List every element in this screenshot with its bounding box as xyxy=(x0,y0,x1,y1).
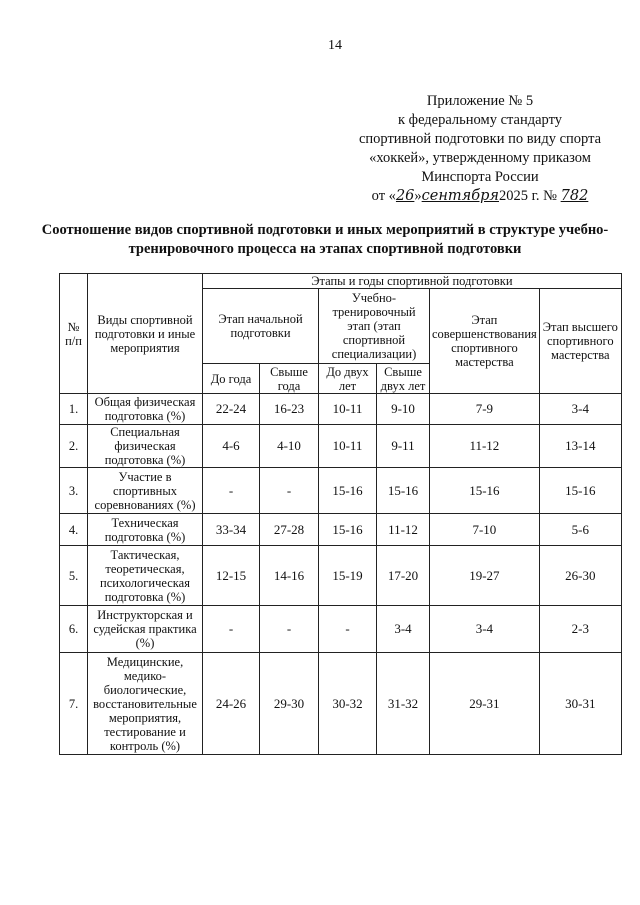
table-row: 6. Инструкторская и судейская практика (%… xyxy=(59,605,622,653)
row-value: 10-11 xyxy=(318,424,377,468)
row-kind: Общая физическая подготовка (%) xyxy=(87,393,203,425)
table-row: 3. Участие в спортивных соревнованиях (%)… xyxy=(59,467,622,514)
row-value: - xyxy=(259,467,319,514)
appendix-header: Приложение № 5 к федеральному стандарту … xyxy=(330,92,630,206)
sub-up-to-two-years: До двух лет xyxy=(318,363,377,394)
row-number: 4. xyxy=(59,513,88,546)
row-value: 14-16 xyxy=(259,545,319,606)
row-value: 15-16 xyxy=(318,513,377,546)
row-value: 33-34 xyxy=(202,513,260,546)
row-value: 30-31 xyxy=(538,652,622,755)
sub-over-year: Свыше года xyxy=(259,363,319,394)
row-value: 15-16 xyxy=(538,467,622,514)
row-value: 11-12 xyxy=(429,424,540,468)
stage-training-header: Учебно-тренировочный этап (этап спортивн… xyxy=(318,288,430,364)
row-value: 30-32 xyxy=(318,652,377,755)
stages-header: Этапы и годы спортивной подготовки xyxy=(202,273,622,289)
row-kind: Специальная физическая подготовка (%) xyxy=(87,424,203,468)
table-row: 1. Общая физическая подготовка (%) 22-24 16… xyxy=(59,393,622,425)
stage-improvement-header: Этап совершенствования спортивного масте… xyxy=(429,288,540,394)
header-line: Минспорта России xyxy=(421,169,539,185)
handwritten-day: 26 xyxy=(395,188,415,204)
row-value: 7-10 xyxy=(429,513,540,546)
row-value: 3-4 xyxy=(538,393,622,425)
stage-highest-header: Этап высшего спортивного мастерства xyxy=(538,288,622,394)
date-prefix: от « xyxy=(371,188,396,204)
row-value: 10-11 xyxy=(318,393,377,425)
row-value: 4-10 xyxy=(259,424,319,468)
row-value: 9-10 xyxy=(376,393,430,425)
row-value: 15-19 xyxy=(318,545,377,606)
row-kind: Техническая подготовка (%) xyxy=(87,513,203,546)
row-value: 11-12 xyxy=(376,513,430,546)
row-number: 7. xyxy=(59,652,88,755)
row-value: - xyxy=(259,605,319,653)
row-value: 9-11 xyxy=(376,424,430,468)
row-number: 1. xyxy=(59,393,88,425)
stage-initial-header: Этап начальной подготовки xyxy=(202,288,319,364)
sub-over-two-years: Свыше двух лет xyxy=(376,363,430,394)
row-value: 31-32 xyxy=(376,652,430,755)
row-value: - xyxy=(318,605,377,653)
header-line: «хоккей», утвержденному приказом xyxy=(369,150,591,166)
handwritten-number: 782 xyxy=(560,188,589,204)
row-number: 6. xyxy=(59,605,88,653)
row-value: 19-27 xyxy=(429,545,540,606)
row-value: 26-30 xyxy=(538,545,622,606)
row-value: 3-4 xyxy=(429,605,540,653)
order-date-line: от «26»сентября2025 г. № 782 xyxy=(330,187,630,206)
row-number: 2. xyxy=(59,424,88,468)
year-text: 2025 г. № xyxy=(498,188,558,204)
col-number-header: № п/п xyxy=(59,273,88,394)
row-kind: Инструкторская и судейская практика (%) xyxy=(87,605,203,653)
handwritten-month: сентября xyxy=(421,188,499,204)
row-value: 29-30 xyxy=(259,652,319,755)
row-kind: Участие в спортивных соревнованиях (%) xyxy=(87,467,203,514)
row-value: 12-15 xyxy=(202,545,260,606)
header-line: спортивной подготовки по виду спорта xyxy=(358,131,602,147)
row-value: 16-23 xyxy=(259,393,319,425)
row-value: 24-26 xyxy=(202,652,260,755)
sub-up-to-year: До года xyxy=(202,363,260,394)
table-row: 7. Медицинские, медико-биологические, вос… xyxy=(59,652,622,755)
col-kind-header: Виды спортивной подготовки и иные меропр… xyxy=(87,273,203,394)
date-mid: » xyxy=(414,188,422,204)
table-row: 4. Техническая подготовка (%) 33-34 27-28 15… xyxy=(59,513,622,546)
header-line: к федеральному стандарту xyxy=(398,112,562,128)
row-number: 5. xyxy=(59,545,88,606)
row-value: - xyxy=(202,467,260,514)
row-value: 2-3 xyxy=(538,605,622,653)
row-value: 15-16 xyxy=(318,467,377,514)
training-ratio-table: № п/п Виды спортивной подготовки и иные … xyxy=(59,273,622,755)
row-value: 29-31 xyxy=(429,652,540,755)
row-kind: Тактическая, теоретическая, психологичес… xyxy=(87,545,203,606)
row-value: - xyxy=(202,605,260,653)
row-value: 15-16 xyxy=(429,467,540,514)
row-number: 3. xyxy=(59,467,88,514)
row-value: 13-14 xyxy=(538,424,622,468)
row-value: 5-6 xyxy=(538,513,622,546)
row-value: 3-4 xyxy=(376,605,430,653)
table-row: 5. Тактическая, теоретическая, психологич… xyxy=(59,545,622,606)
table-row: 2. Специальная физическая подготовка (%) 4… xyxy=(59,424,622,468)
row-value: 15-16 xyxy=(376,467,430,514)
header-line: Приложение № 5 xyxy=(426,93,534,109)
row-value: 27-28 xyxy=(259,513,319,546)
row-value: 4-6 xyxy=(202,424,260,468)
row-kind: Медицинские, медико-биологические, восст… xyxy=(87,652,203,755)
document-title: Соотношение видов спортивной подготовки … xyxy=(41,222,609,257)
row-value: 17-20 xyxy=(376,545,430,606)
row-value: 22-24 xyxy=(202,393,260,425)
page-number: 14 xyxy=(328,38,342,53)
row-value: 7-9 xyxy=(429,393,540,425)
